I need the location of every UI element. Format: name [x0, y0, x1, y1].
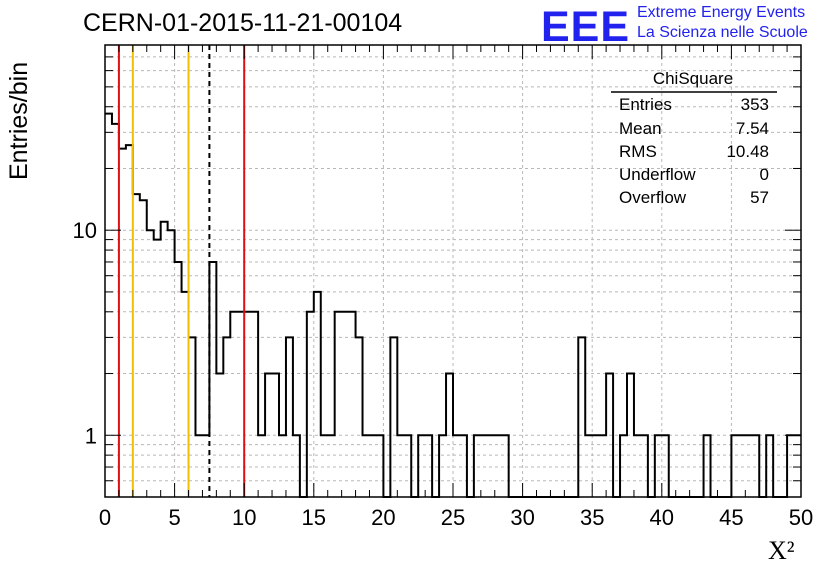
- chart-title: CERN-01-2015-11-21-00104: [83, 9, 403, 37]
- threshold-lines-layer: [117, 45, 246, 497]
- stats-title: ChiSquare: [653, 69, 733, 88]
- logo-subtitle-1: Extreme Energy Events: [637, 4, 806, 21]
- stats-value-overflow: 57: [750, 188, 769, 207]
- grid-layer: [105, 45, 801, 497]
- histogram-layer: [105, 112, 801, 498]
- x-tick-label: 50: [789, 505, 813, 530]
- stats-label-rms: RMS: [619, 142, 657, 161]
- x-tick-label: 5: [168, 505, 180, 530]
- x-tick-label: 45: [719, 505, 743, 530]
- stats-value-mean: 7.54: [736, 119, 769, 138]
- tick-labels-layer: 0 5 10 15 20 25 30 35 40 45 50 1 10: [73, 218, 814, 530]
- stats-label-entries: Entries: [619, 95, 672, 114]
- stats-value-rms: 10.48: [726, 142, 769, 161]
- x-tick-label: 0: [99, 505, 111, 530]
- x-axis-label: X²: [768, 536, 795, 565]
- x-tick-label: 30: [510, 505, 534, 530]
- stats-box: ChiSquare Entries 353 Mean 7.54 RMS 10.4…: [611, 69, 777, 207]
- x-tick-label: 10: [232, 505, 256, 530]
- histogram-series: [105, 112, 801, 498]
- x-tick-label: 40: [650, 505, 674, 530]
- stats-value-entries: 353: [741, 95, 769, 114]
- x-tick-label: 20: [371, 505, 395, 530]
- y-tick-label: 10: [73, 218, 97, 243]
- logo-subtitle-2: La Scienza nelle Scuole: [637, 24, 808, 41]
- stats-value-underflow: 0: [760, 165, 769, 184]
- eee-logo: EEE: [541, 3, 631, 51]
- x-tick-label: 15: [302, 505, 326, 530]
- ticks-layer: [104, 45, 802, 497]
- stats-label-underflow: Underflow: [619, 165, 696, 184]
- y-tick-label: 1: [85, 423, 97, 448]
- stats-label-overflow: Overflow: [619, 188, 687, 207]
- x-tick-label: 35: [580, 505, 604, 530]
- stats-label-mean: Mean: [619, 119, 662, 138]
- x-tick-label: 25: [441, 505, 465, 530]
